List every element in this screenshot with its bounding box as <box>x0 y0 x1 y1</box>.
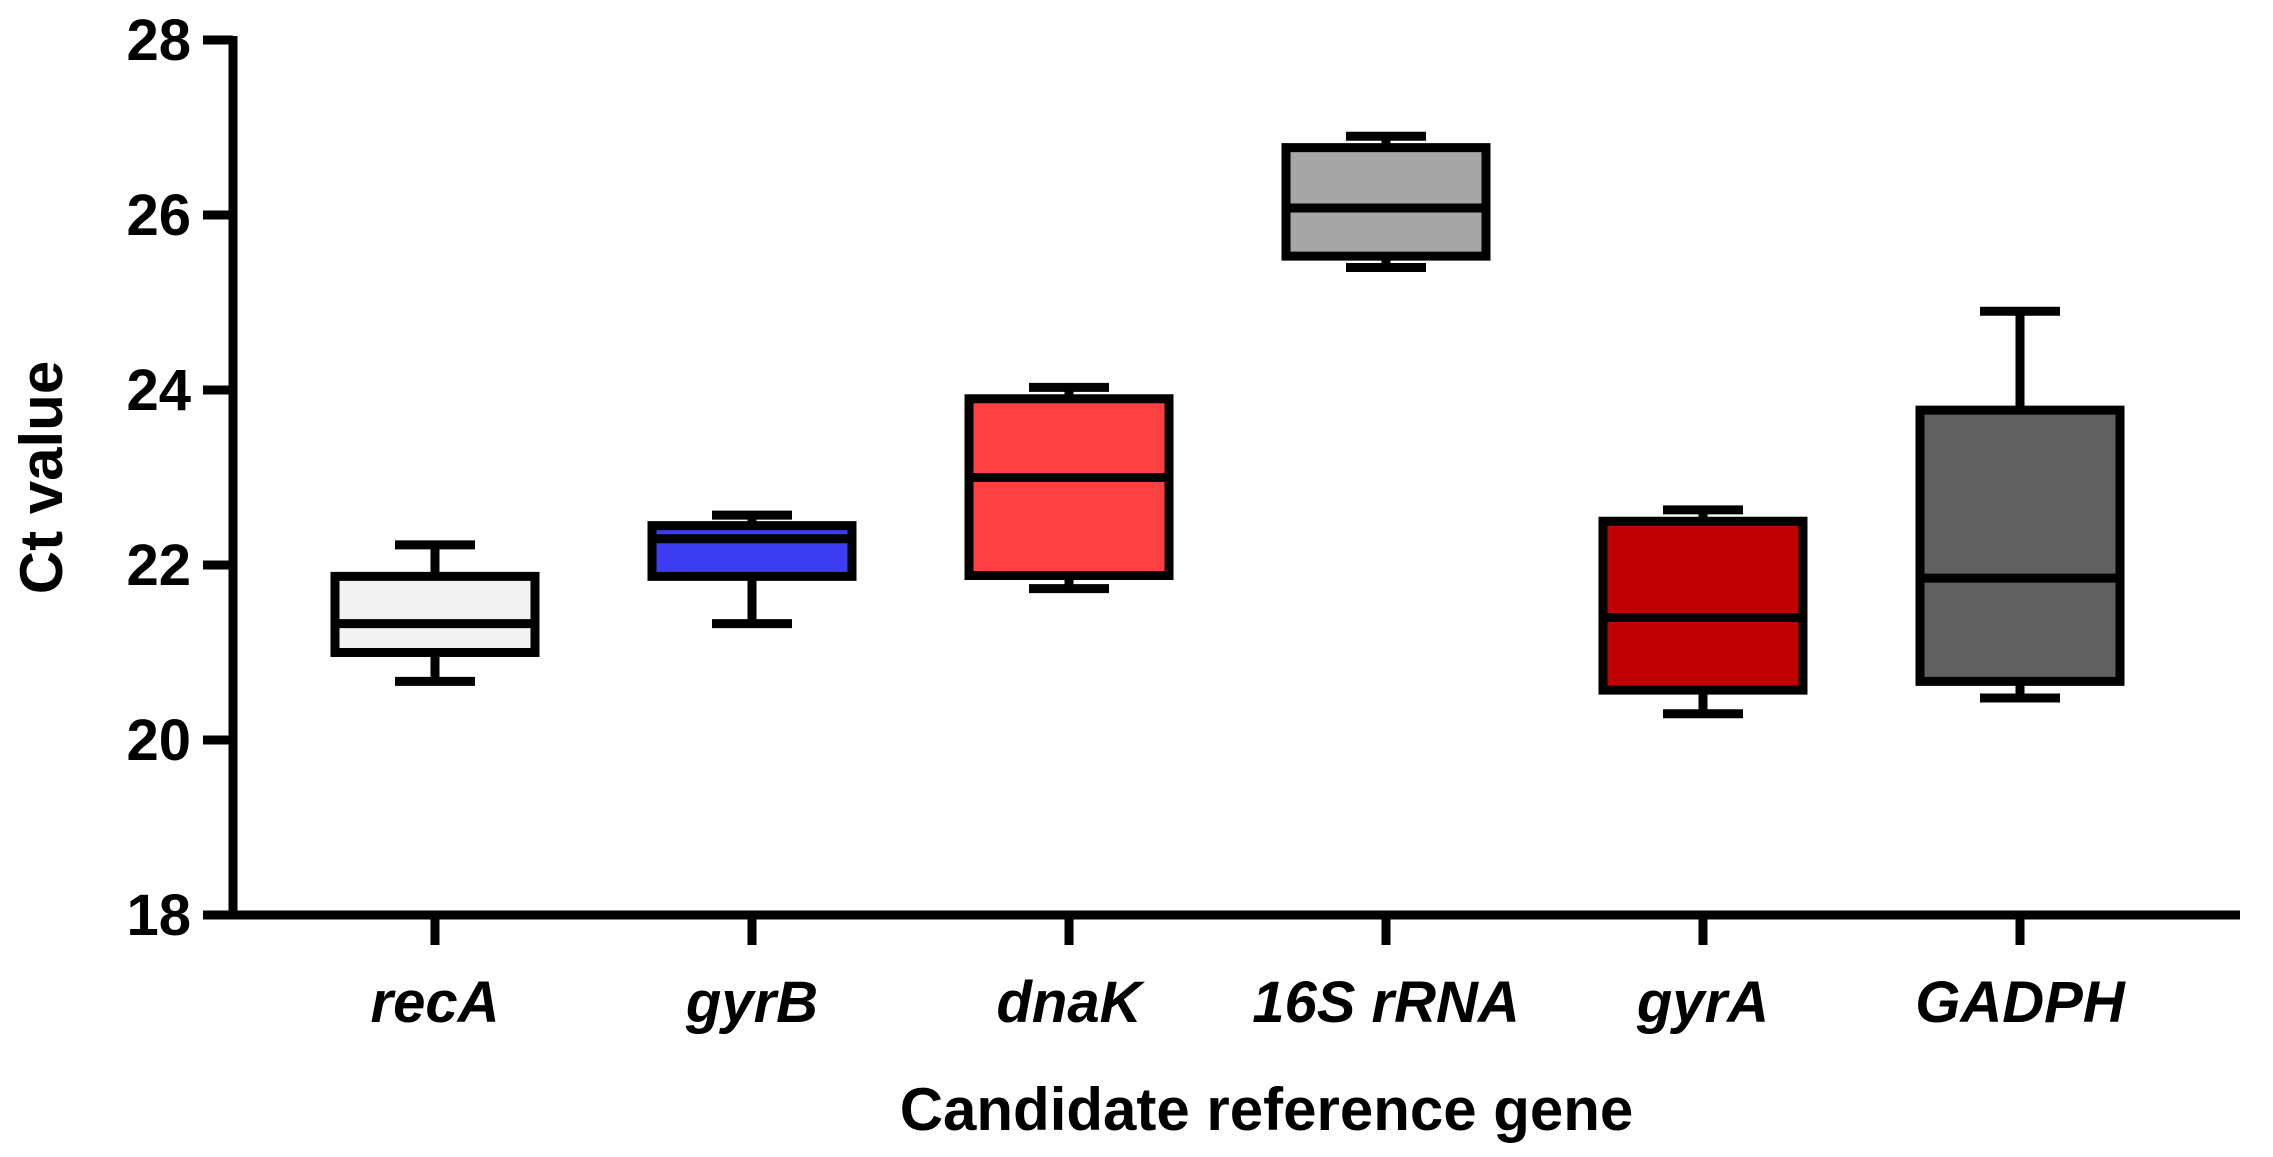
y-tick-label: 26 <box>126 183 191 248</box>
box-reca <box>330 540 540 686</box>
box-gyrb <box>647 510 857 629</box>
iqr-box <box>1915 405 2125 686</box>
x-tick-label: gyrA <box>1636 970 1769 1035</box>
iqr-box <box>1281 143 1491 261</box>
iqr-box <box>964 394 1174 580</box>
x-tick-label: GADPH <box>1915 970 2126 1035</box>
y-tick-label: 22 <box>126 533 191 598</box>
box-gyra <box>1598 505 1808 719</box>
y-tick-label: 20 <box>126 708 191 773</box>
x-ticks: recA gyrB dnaK 16S rRNA gyrA GADPH <box>371 915 2126 1035</box>
y-tick-label: 18 <box>126 883 191 948</box>
axes <box>228 36 2240 920</box>
plot-area <box>330 131 2125 719</box>
x-tick-label: gyrB <box>685 970 818 1035</box>
box-16s-rrna <box>1281 131 1491 272</box>
x-axis-title: Candidate reference gene <box>900 1076 1634 1143</box>
y-axis-title: Ct value <box>8 361 75 594</box>
iqr-box <box>647 521 857 581</box>
iqr-box <box>330 571 540 657</box>
y-tick-label: 28 <box>126 8 191 73</box>
x-tick-label: dnaK <box>997 970 1146 1035</box>
iqr-box <box>1598 516 1808 695</box>
box-gadph <box>1915 306 2125 703</box>
x-tick-label: recA <box>371 970 500 1035</box>
box-dnak <box>964 382 1174 594</box>
x-tick-label: 16S rRNA <box>1252 970 1520 1035</box>
y-tick-label: 24 <box>126 358 191 423</box>
y-ticks: 18 20 22 24 26 28 <box>126 8 233 948</box>
